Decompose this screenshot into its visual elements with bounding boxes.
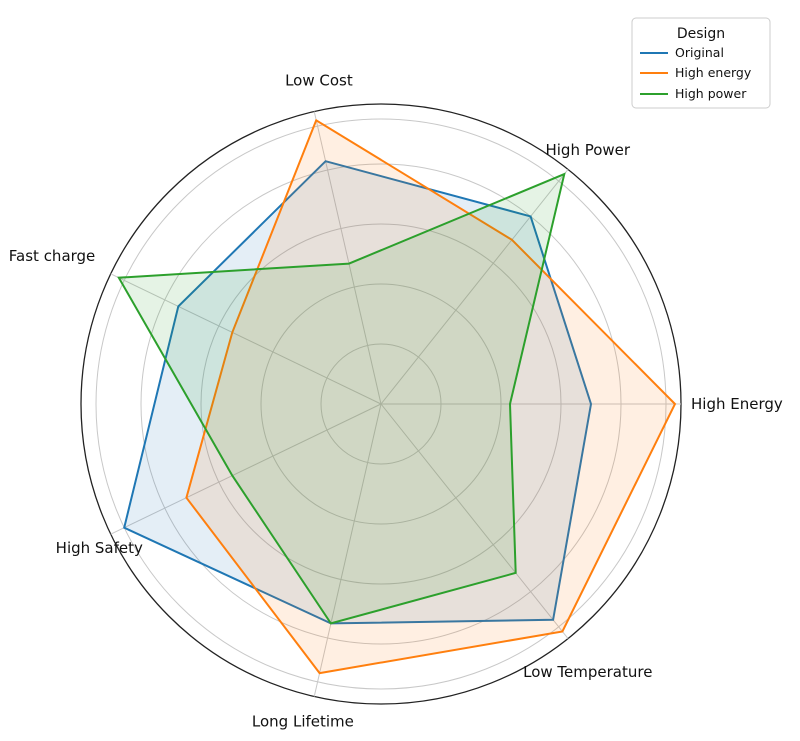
radar-grid (80, 103, 682, 705)
grid-spoke (380, 169, 569, 405)
legend-label-high-power: High power (675, 86, 747, 101)
series-line-original (123, 160, 593, 625)
axis-label-high-energy: High Energy (691, 395, 783, 413)
series-line-high-power (117, 172, 566, 625)
grid-spoke (313, 403, 382, 697)
grid-spoke (110, 273, 382, 405)
series-area-high-energy (186, 120, 675, 674)
series-area-high-power (118, 174, 565, 624)
axis-label-high-power: High Power (545, 141, 630, 159)
axis-label-low-cost: Low Cost (285, 72, 353, 90)
legend-label-original: Original (675, 45, 724, 60)
series-area-original (124, 161, 591, 624)
axis-labels: High Energy High Power Low Cost Fast charge… (9, 72, 783, 731)
grid-spoke (110, 403, 382, 535)
legend: Design Original High energy High power (631, 17, 771, 109)
legend-title: Design (677, 26, 725, 42)
legend-frame (631, 17, 771, 109)
axis-label-low-temperature: Low Temperature (523, 663, 652, 681)
axis-label-high-safety: High Safety (56, 539, 143, 557)
legend-label-high-energy: High energy (675, 65, 752, 80)
axis-label-long-lifetime: Long Lifetime (252, 712, 354, 730)
grid-spoke (380, 403, 569, 639)
series-line-high-energy (185, 118, 677, 675)
radar-series-layer (117, 118, 677, 675)
axis-label-fast-charge: Fast charge (9, 247, 96, 265)
